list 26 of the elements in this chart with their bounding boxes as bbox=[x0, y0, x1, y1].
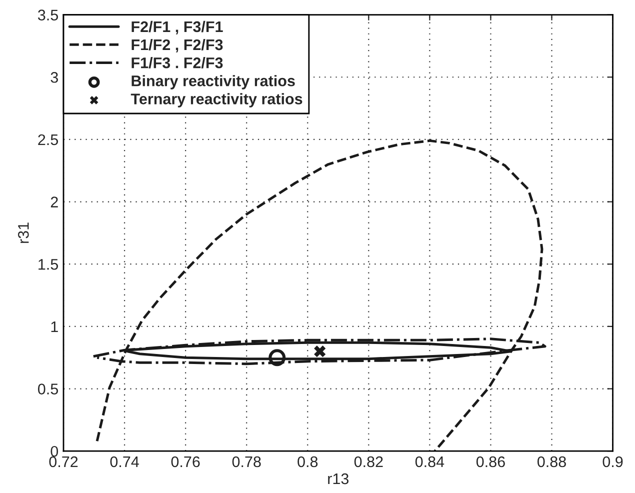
x-tick-label: 0.86 bbox=[476, 456, 505, 468]
y-tick-label: 2 bbox=[50, 196, 58, 208]
y-tick-label: 0.5 bbox=[38, 384, 58, 394]
x-tick-label: 0.88 bbox=[537, 456, 566, 468]
legend-label: Ternary reactivity ratios bbox=[130, 93, 302, 108]
y-tick-label: 0 bbox=[50, 446, 58, 457]
x-axis-title: r13 bbox=[328, 473, 349, 484]
y-tick-label: 1.5 bbox=[38, 259, 58, 270]
line-series bbox=[96, 139, 544, 452]
legend-label: F1/F3 . F2/F3 bbox=[132, 57, 223, 68]
x-tick-label: 0.9 bbox=[602, 456, 623, 468]
y-tick-label: 3.5 bbox=[38, 10, 58, 20]
y-tick-label: 2.5 bbox=[38, 134, 58, 146]
y-tick-label: 1 bbox=[51, 321, 58, 332]
x-tick-label: 0.72 bbox=[49, 456, 78, 468]
x-tick-label: 0.8 bbox=[298, 456, 318, 468]
y-tick-label: 3 bbox=[50, 72, 58, 83]
legend-label: F1/F2 , F2/F3 bbox=[132, 38, 223, 52]
y-axis-title: r31 bbox=[18, 222, 29, 243]
x-tick-label: 0.74 bbox=[110, 456, 139, 468]
legend-label: F2/F1 , F3/F1 bbox=[132, 20, 223, 34]
x-tick-label: 0.78 bbox=[232, 456, 261, 468]
x-tick-label: 0.76 bbox=[171, 456, 200, 468]
x-tick-label: 0.84 bbox=[415, 456, 444, 468]
legend-label: Binary reactivity ratios bbox=[132, 75, 295, 90]
x-tick-label: 0.82 bbox=[354, 456, 383, 468]
